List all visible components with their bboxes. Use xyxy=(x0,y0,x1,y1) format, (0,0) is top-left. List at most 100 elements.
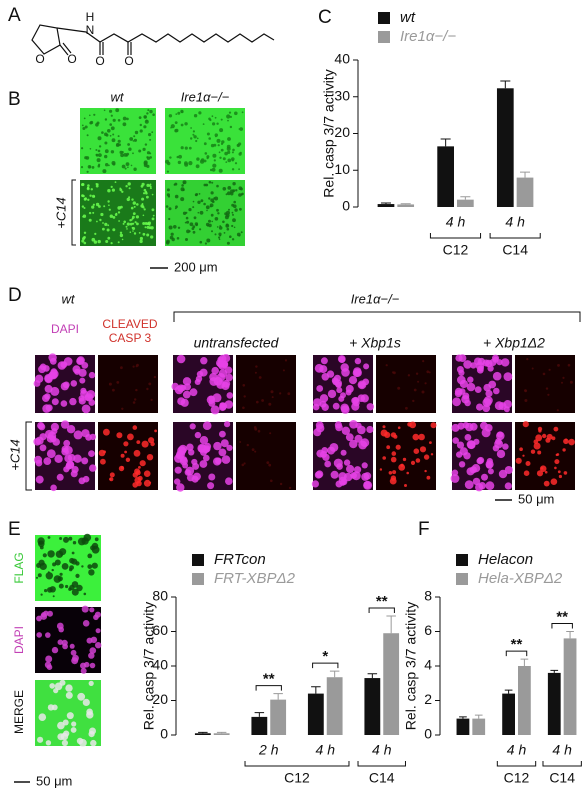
cell xyxy=(124,450,127,454)
cell xyxy=(530,449,536,454)
cell xyxy=(104,149,109,154)
cell xyxy=(208,223,212,228)
group-label: C14 xyxy=(369,770,395,786)
legend-label: FRTcon xyxy=(214,551,266,568)
cell xyxy=(86,708,93,716)
cell xyxy=(105,163,109,167)
cell xyxy=(456,441,465,449)
significance-bracket xyxy=(368,607,395,613)
error-bar xyxy=(367,673,378,679)
error-bar xyxy=(400,203,411,205)
cell xyxy=(112,388,115,392)
cell xyxy=(63,536,69,543)
cell xyxy=(132,482,138,488)
cell xyxy=(226,444,233,451)
cell xyxy=(171,382,179,391)
cell xyxy=(98,145,102,148)
legend-swatch xyxy=(192,573,204,585)
cell xyxy=(467,376,474,383)
cell xyxy=(316,449,325,458)
cell xyxy=(49,435,57,443)
cell xyxy=(254,450,257,453)
cell xyxy=(45,655,53,663)
cell xyxy=(151,131,154,134)
image-bg xyxy=(98,355,158,413)
cell xyxy=(174,194,179,199)
cell xyxy=(73,430,83,440)
cell xyxy=(60,554,63,557)
cell xyxy=(213,159,216,162)
cell xyxy=(53,575,62,583)
cell xyxy=(182,180,187,185)
cell xyxy=(151,208,155,212)
cell xyxy=(423,454,430,460)
cell xyxy=(390,456,397,463)
cell xyxy=(59,548,67,556)
cell xyxy=(452,397,461,407)
cell xyxy=(312,403,320,411)
cell xyxy=(242,384,246,387)
error-bar xyxy=(460,196,471,200)
cell xyxy=(208,473,216,481)
cell xyxy=(496,359,503,366)
cell xyxy=(146,183,150,187)
cell xyxy=(153,375,157,379)
cell xyxy=(117,139,121,143)
cell xyxy=(142,147,146,151)
cell xyxy=(43,457,52,465)
cell xyxy=(120,153,124,158)
cell xyxy=(115,108,120,113)
cell xyxy=(79,377,86,384)
cell xyxy=(199,240,203,244)
significance-bracket xyxy=(312,662,339,669)
cell xyxy=(426,475,431,480)
y-tick-label: 2 xyxy=(424,691,432,707)
cell xyxy=(110,114,113,117)
cell xyxy=(349,439,358,449)
cell xyxy=(78,368,87,377)
image-label: FLAG xyxy=(12,552,26,583)
cell xyxy=(67,453,76,462)
cell xyxy=(102,227,105,231)
cell xyxy=(208,137,211,140)
bar xyxy=(472,718,486,735)
cell xyxy=(227,191,231,196)
legend-label: Hela-XBPΔ2 xyxy=(478,570,563,587)
cell xyxy=(87,184,90,187)
cell xyxy=(186,473,195,482)
cell xyxy=(128,187,131,190)
cell xyxy=(143,470,151,478)
cell xyxy=(132,201,136,205)
cell xyxy=(135,215,139,219)
cell xyxy=(219,402,226,409)
cell xyxy=(117,206,121,210)
cell xyxy=(185,211,188,214)
cell xyxy=(103,109,106,112)
cell xyxy=(94,232,97,235)
legend-label: wt xyxy=(400,9,416,26)
cell xyxy=(544,470,548,474)
cell xyxy=(177,111,181,115)
cell xyxy=(86,170,89,173)
cell xyxy=(96,158,101,163)
cell xyxy=(395,444,401,450)
cell xyxy=(101,131,104,134)
group-label: C14 xyxy=(502,242,528,258)
significance-label: ** xyxy=(556,608,568,625)
cell xyxy=(483,383,492,392)
bracket xyxy=(173,311,581,322)
image-bg xyxy=(236,355,296,413)
cell xyxy=(227,150,231,154)
cell xyxy=(34,374,44,383)
micrograph xyxy=(236,355,296,413)
cell xyxy=(211,181,214,184)
cell xyxy=(98,205,101,208)
cell xyxy=(92,203,95,206)
cell xyxy=(170,232,174,236)
cell xyxy=(561,381,563,384)
cell xyxy=(121,164,126,169)
cell xyxy=(336,387,343,394)
cell xyxy=(327,389,337,399)
cell xyxy=(71,466,79,474)
cell xyxy=(240,231,243,234)
